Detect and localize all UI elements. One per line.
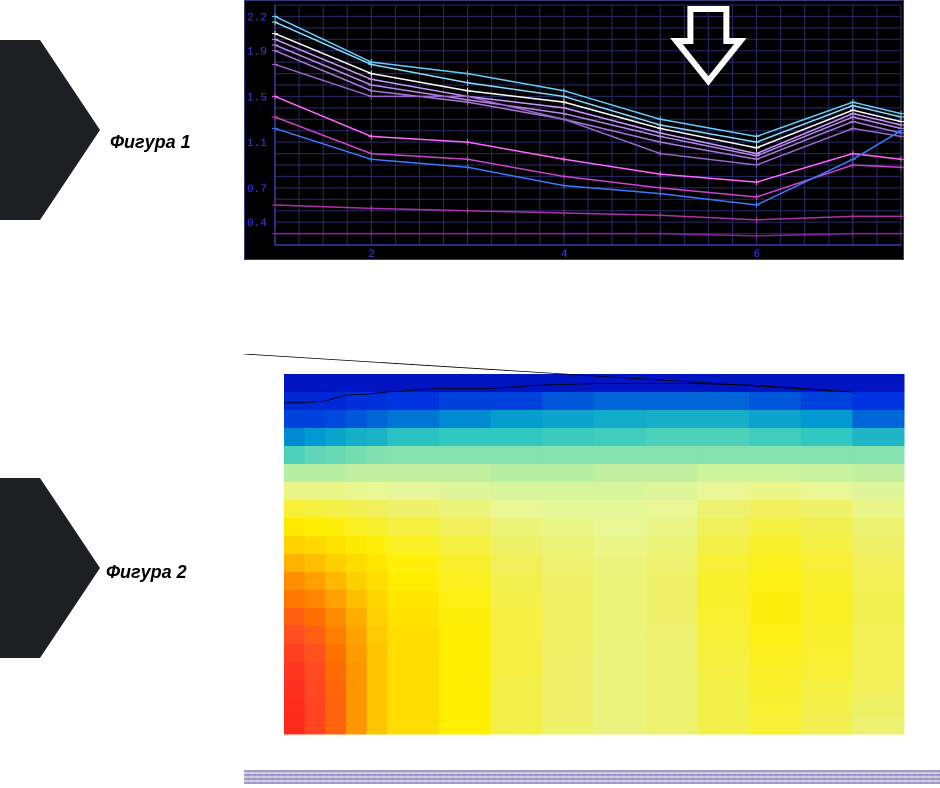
svg-text:2.2: 2.2 [247, 12, 267, 24]
pentagon-shape-1 [0, 40, 100, 220]
figure1-label: Фигура 1 [110, 132, 191, 153]
svg-text:2: 2 [368, 249, 375, 261]
svg-text:0.7: 0.7 [247, 184, 267, 196]
contour-chart [244, 354, 940, 754]
line-chart: 0.4 0.7 1.1 1.5 1.9 2.2 2 4 6 [244, 0, 904, 260]
svg-text:4: 4 [561, 249, 568, 261]
noise-bar [244, 770, 940, 784]
svg-text:0.4: 0.4 [247, 218, 267, 230]
svg-text:1.5: 1.5 [247, 92, 267, 104]
svg-text:1.9: 1.9 [247, 47, 267, 59]
svg-text:1.1: 1.1 [247, 138, 267, 150]
figure2-label: Фигура 2 [106, 562, 187, 583]
pentagon-shape-2 [0, 478, 100, 658]
svg-text:6: 6 [754, 249, 761, 261]
